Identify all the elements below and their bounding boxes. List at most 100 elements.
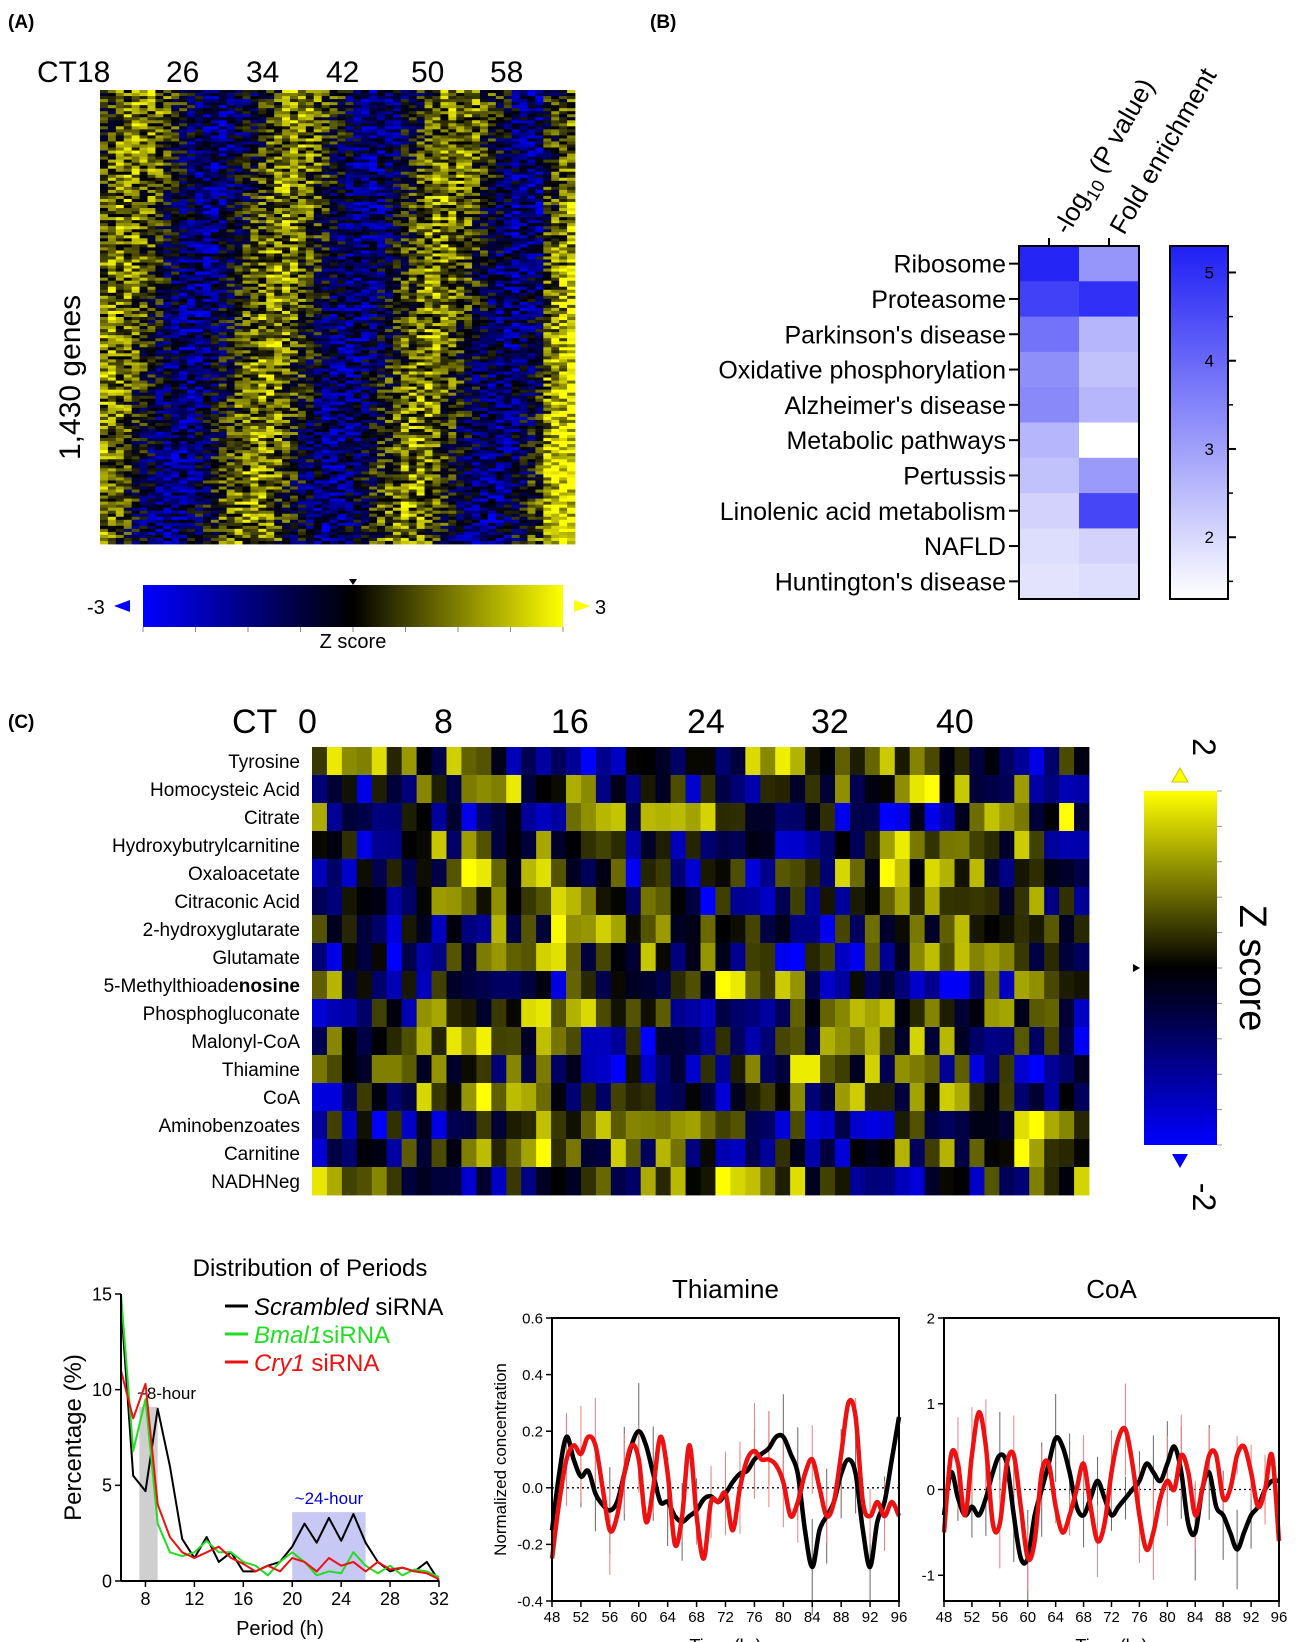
heatmap-a-cell <box>345 189 354 194</box>
heatmap-a-cell <box>187 347 196 351</box>
heatmap-a-cell <box>313 244 323 248</box>
heatmap-a-cell <box>210 477 220 481</box>
heatmap-a-cell <box>115 93 125 97</box>
heatmap-a-cell <box>345 416 354 421</box>
heatmap-a-cell <box>187 465 196 469</box>
heatmap-a-cell <box>155 271 164 276</box>
heatmap-a-cell <box>297 398 307 403</box>
heatmap-a-cell <box>297 132 307 136</box>
heatmap-a-cell <box>195 456 204 460</box>
heatmap-a-cell <box>305 256 315 260</box>
heatmap-a-cell <box>297 468 307 472</box>
heatmap-a-cell <box>210 486 220 490</box>
heatmap-a-cell <box>305 344 315 348</box>
heatmap-a-cell <box>242 147 251 151</box>
heatmap-a-cell <box>107 501 117 506</box>
heatmap-a-cell <box>131 507 140 512</box>
heatmap-a-cell <box>297 380 307 384</box>
heatmap-a-cell <box>131 534 140 539</box>
heatmap-a-cell <box>210 507 220 512</box>
heatmap-a-cell <box>297 144 307 148</box>
heatmap-a-cell <box>353 183 362 188</box>
heatmap-a-cell <box>195 220 204 224</box>
heatmap-a-cell <box>210 114 220 118</box>
heatmap-a-cell <box>290 531 299 536</box>
heatmap-a-cell <box>100 114 109 118</box>
heatmap-a-cell <box>297 217 307 221</box>
heatmap-a-cell <box>210 341 220 345</box>
heatmap-a-cell <box>282 401 291 406</box>
heatmap-a-cell <box>155 510 164 515</box>
heatmap-a-cell <box>163 265 172 269</box>
heatmap-a-cell <box>266 247 275 251</box>
heatmap-a-cell <box>139 540 148 545</box>
heatmap-a-cell <box>147 347 156 351</box>
heatmap-a-cell <box>305 144 315 148</box>
heatmap-a-cell <box>361 165 370 170</box>
heatmap-a-cell <box>329 232 338 236</box>
heatmap-a-cell <box>290 313 299 318</box>
heatmap-a-cell <box>171 147 180 151</box>
heatmap-a-cell <box>345 513 354 518</box>
heatmap-a-cell <box>179 407 188 412</box>
heatmap-a-cell <box>195 126 204 130</box>
heatmap-a-cell <box>195 474 204 478</box>
heatmap-a-cell <box>131 326 140 330</box>
heatmap-a-cell <box>202 344 212 348</box>
heatmap-a-cell <box>107 301 117 306</box>
heatmap-a-cell <box>353 338 362 342</box>
heatmap-a-cell <box>305 205 315 209</box>
heatmap-a-cell <box>107 90 117 94</box>
heatmap-a-cell <box>147 214 156 218</box>
heatmap-a-cell <box>171 483 180 487</box>
heatmap-a-cell <box>242 274 251 279</box>
heatmap-a-cell <box>131 117 140 121</box>
heatmap-a-cell <box>313 471 323 475</box>
heatmap-a-cell <box>242 171 251 176</box>
heatmap-a-cell <box>202 310 212 315</box>
heatmap-a-cell <box>321 241 330 245</box>
heatmap-a-cell <box>329 323 338 327</box>
heatmap-a-cell <box>163 419 172 424</box>
heatmap-a-cell <box>210 377 220 381</box>
heatmap-a-cell <box>266 377 275 381</box>
heatmap-a-cell <box>234 419 243 424</box>
heatmap-a-cell <box>147 474 156 478</box>
heatmap-a-cell <box>258 280 267 285</box>
heatmap-a-cell <box>282 232 291 236</box>
heatmap-a-cell <box>313 510 323 515</box>
heatmap-a-cell <box>163 168 172 173</box>
heatmap-a-cell <box>226 477 235 481</box>
heatmap-a-cell <box>250 238 259 242</box>
heatmap-a-cell <box>321 362 330 366</box>
heatmap-a-cell <box>195 286 204 291</box>
heatmap-a-cell <box>266 123 275 127</box>
heatmap-a-cell <box>187 386 196 391</box>
heatmap-a-cell <box>337 93 346 97</box>
heatmap-a-cell <box>115 147 125 151</box>
heatmap-a-cell <box>100 486 109 490</box>
heatmap-a-cell <box>155 217 164 221</box>
heatmap-a-cell <box>313 265 323 269</box>
heatmap-a-cell <box>313 317 323 321</box>
heatmap-a-cell <box>242 183 251 188</box>
heatmap-a-cell <box>282 386 291 391</box>
heatmap-a-cell <box>115 298 125 303</box>
heatmap-a-cell <box>313 126 323 130</box>
heatmap-a-cell <box>155 540 164 545</box>
heatmap-a-cell <box>337 320 346 324</box>
heatmap-a-cell <box>163 507 172 512</box>
heatmap-a-cell <box>305 310 315 315</box>
heatmap-a-cell <box>337 450 346 454</box>
heatmap-a-cell <box>163 177 172 182</box>
heatmap-a-cell <box>274 392 283 397</box>
heatmap-a-cell <box>353 450 362 454</box>
heatmap-a-cell <box>202 120 212 124</box>
heatmap-a-cell <box>163 416 172 421</box>
heatmap-a-cell <box>171 265 180 269</box>
heatmap-a-cell <box>337 165 346 170</box>
heatmap-a-cell <box>139 534 148 539</box>
heatmap-a-cell <box>329 129 338 133</box>
heatmap-a-cell <box>290 174 299 179</box>
heatmap-a-cell <box>305 120 315 124</box>
